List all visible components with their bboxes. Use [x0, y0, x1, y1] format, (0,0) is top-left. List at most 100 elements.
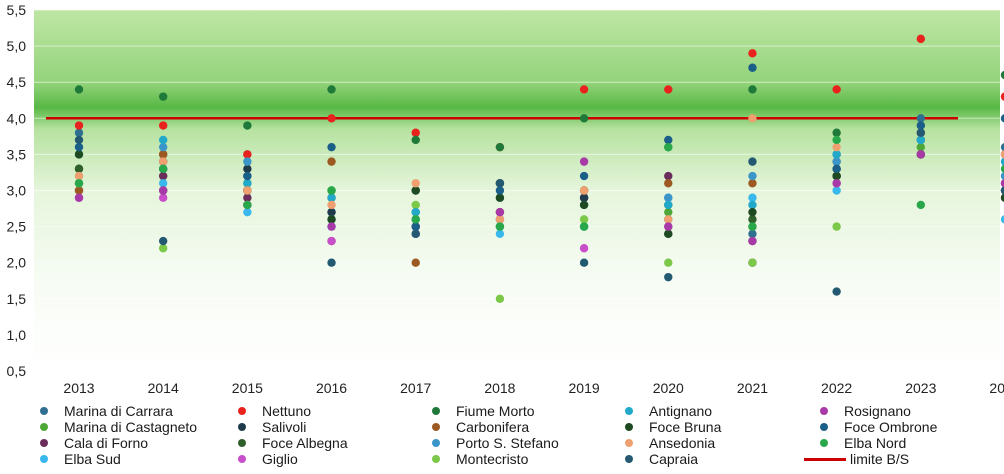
- x-tick-label: 2016: [316, 380, 347, 396]
- data-point: [158, 171, 168, 181]
- data-point: [327, 193, 336, 202]
- data-point: [832, 287, 841, 296]
- data-point: [327, 215, 336, 224]
- data-point: [411, 229, 420, 239]
- legend-marker: [820, 407, 828, 415]
- data-point: [579, 114, 589, 123]
- data-point: [832, 186, 841, 195]
- data-point: [916, 142, 926, 152]
- y-tick-label: 1,5: [7, 291, 27, 307]
- data-point: [243, 121, 252, 130]
- legend-label: Antignano: [649, 403, 713, 419]
- legend-label: Ansedonia: [649, 435, 716, 451]
- data-point: [411, 186, 420, 195]
- legend-label: limite B/S: [850, 451, 910, 467]
- data-point: [579, 200, 589, 210]
- data-point: [832, 171, 841, 181]
- data-point: [243, 164, 252, 174]
- legend-label: Nettuno: [262, 403, 312, 419]
- x-tick-label: 2019: [569, 380, 600, 396]
- data-point: [243, 207, 252, 217]
- legend-label: Foce Ombrone: [844, 419, 938, 435]
- data-point: [664, 200, 673, 210]
- data-point: [243, 200, 252, 210]
- data-point: [1000, 179, 1004, 188]
- legend-label: Marina di Castagneto: [64, 419, 198, 435]
- data-point: [74, 135, 84, 145]
- data-point: [748, 229, 757, 239]
- legend-item: Elba Nord: [820, 435, 906, 451]
- data-point: [327, 186, 336, 195]
- data-point: [411, 215, 420, 224]
- data-point: [748, 236, 757, 246]
- data-point: [74, 85, 84, 94]
- legend-marker: [625, 439, 633, 447]
- chart: 0,51,01,52,02,53,03,54,04,55,05,5 2013 20…: [7, 2, 1004, 396]
- data-point: [748, 114, 757, 123]
- data-point: [832, 222, 841, 231]
- data-point: [579, 85, 589, 94]
- data-point: [748, 207, 757, 217]
- legend-label: Giglio: [262, 451, 298, 467]
- legend-line-swatch: [804, 457, 846, 461]
- data-point: [748, 63, 757, 72]
- legend-item: Elba Sud: [40, 451, 121, 467]
- data-point: [664, 171, 673, 181]
- data-point: [158, 186, 168, 195]
- data-point: [579, 157, 589, 166]
- data-point: [327, 200, 336, 210]
- data-point: [748, 215, 757, 224]
- legend-marker: [238, 439, 246, 447]
- data-point: [579, 186, 589, 195]
- x-tick-label: 2014: [148, 380, 179, 396]
- y-tick-label: 4,0: [7, 110, 27, 126]
- legend-marker: [820, 423, 828, 431]
- data-point: [664, 85, 673, 94]
- legend-label: Carbonifera: [456, 419, 530, 435]
- data-point: [579, 171, 589, 181]
- legend-label: Porto S. Stefano: [456, 435, 559, 451]
- data-point: [916, 34, 926, 44]
- legend-item: Cala di Forno: [40, 435, 148, 451]
- data-point: [579, 244, 589, 253]
- data-point: [74, 121, 84, 130]
- data-point: [916, 135, 926, 145]
- legend-item: Foce Bruna: [625, 419, 721, 435]
- data-point: [158, 179, 168, 188]
- data-point: [495, 193, 505, 202]
- x-tick-label: 2023: [905, 380, 936, 396]
- x-tick-label: 2017: [400, 380, 431, 396]
- data-point: [1000, 157, 1004, 166]
- data-point: [74, 179, 84, 188]
- data-point: [158, 236, 168, 246]
- x-tick-label: 2021: [737, 380, 768, 396]
- legend-marker: [432, 407, 440, 415]
- legend-label: Montecristo: [456, 451, 529, 467]
- data-point: [748, 222, 757, 231]
- data-point: [916, 200, 926, 210]
- data-point: [1000, 92, 1004, 101]
- legend-item: Fiume Morto: [432, 403, 535, 419]
- data-point: [916, 150, 926, 159]
- data-point: [74, 150, 84, 159]
- y-tick-label: 5,0: [7, 38, 27, 54]
- data-point: [748, 200, 757, 210]
- data-point: [748, 193, 757, 202]
- legend-label: Foce Albegna: [262, 435, 348, 451]
- data-point: [832, 128, 841, 137]
- data-point: [664, 193, 673, 202]
- legend-label: Elba Sud: [64, 451, 121, 467]
- legend-label: Capraia: [649, 451, 699, 467]
- x-tick-label: 2015: [232, 380, 263, 396]
- data-point: [1000, 193, 1004, 202]
- data-point: [495, 222, 505, 231]
- data-point: [832, 157, 841, 166]
- legend-marker: [625, 407, 633, 415]
- data-point: [74, 128, 84, 137]
- data-point: [748, 171, 757, 181]
- legend-marker: [820, 439, 828, 447]
- data-point: [1000, 70, 1004, 80]
- data-point: [1000, 164, 1004, 173]
- data-point: [327, 222, 336, 231]
- data-point: [327, 157, 336, 166]
